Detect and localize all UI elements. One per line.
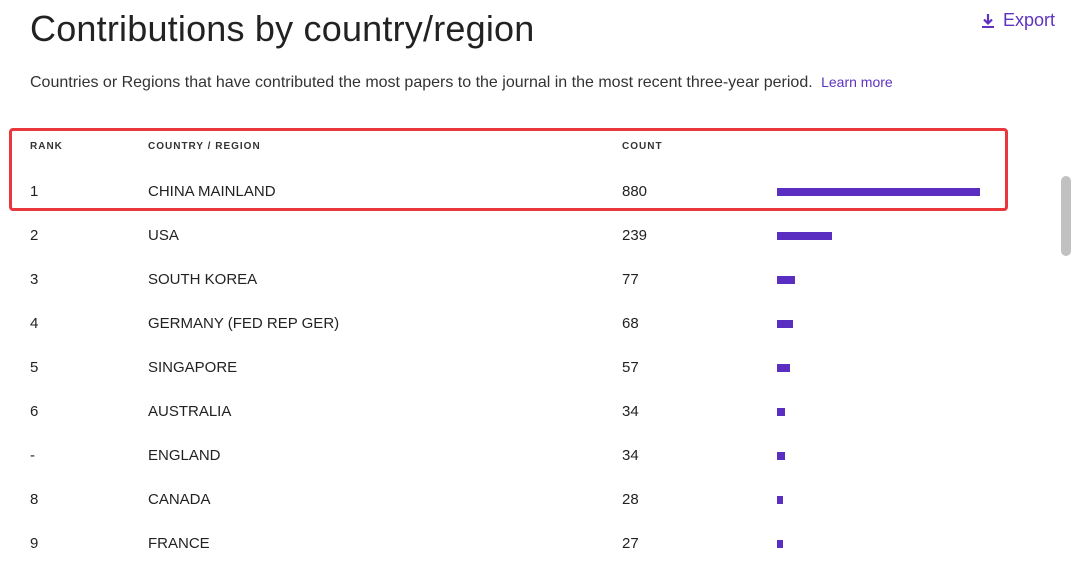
- download-icon: [981, 13, 995, 29]
- rank-cell: 9: [30, 535, 39, 552]
- count-bar: [777, 276, 795, 284]
- count-bar: [777, 188, 980, 196]
- table-row: 9 FRANCE 27: [10, 524, 1010, 568]
- count-cell: 34: [622, 447, 639, 464]
- count-bar: [777, 364, 790, 372]
- table-row: 8 CANADA 28: [10, 480, 1010, 524]
- rank-cell: 5: [30, 359, 39, 376]
- rank-cell: 1: [30, 183, 39, 200]
- table-row: 2 USA 239: [10, 216, 1010, 260]
- table-row: 4 GERMANY (FED REP GER) 68: [10, 304, 1010, 348]
- count-cell: 28: [622, 491, 639, 508]
- column-header-rank: RANK: [30, 141, 63, 152]
- column-header-country: COUNTRY / REGION: [148, 141, 261, 152]
- rank-cell: -: [30, 447, 35, 464]
- country-cell: CHINA MAINLAND: [148, 183, 276, 200]
- country-cell: GERMANY (FED REP GER): [148, 315, 340, 332]
- country-cell: AUSTRALIA: [148, 403, 232, 420]
- rank-cell: 8: [30, 491, 39, 508]
- table-row: 5 SINGAPORE 57: [10, 348, 1010, 392]
- count-cell: 34: [622, 403, 639, 420]
- rank-cell: 4: [30, 315, 39, 332]
- count-cell: 57: [622, 359, 639, 376]
- table-row: - ENGLAND 34: [10, 436, 1010, 480]
- description: Countries or Regions that have contribut…: [30, 74, 893, 92]
- description-text: Countries or Regions that have contribut…: [30, 74, 813, 91]
- count-cell: 68: [622, 315, 639, 332]
- export-label: Export: [1002, 10, 1055, 30]
- rank-cell: 3: [30, 271, 39, 288]
- page-title: Contributions by country/region: [30, 8, 535, 49]
- scrollbar[interactable]: [1059, 168, 1073, 258]
- export-button[interactable]: Export: [981, 10, 1055, 31]
- count-bar: [777, 408, 785, 416]
- count-bar: [777, 452, 785, 460]
- count-cell: 27: [622, 535, 639, 552]
- count-cell: 77: [622, 271, 639, 288]
- learn-more-link[interactable]: Learn more: [821, 74, 893, 90]
- country-cell: SINGAPORE: [148, 359, 238, 376]
- table-row: 6 AUSTRALIA 34: [10, 392, 1010, 436]
- highlight-box: [9, 128, 1008, 211]
- count-bar: [777, 540, 783, 548]
- count-cell: 239: [622, 227, 648, 244]
- country-cell: USA: [148, 227, 179, 244]
- table-row: 3 SOUTH KOREA 77: [10, 260, 1010, 304]
- country-cell: CANADA: [148, 491, 211, 508]
- rank-cell: 2: [30, 227, 39, 244]
- country-cell: SOUTH KOREA: [148, 271, 258, 288]
- rank-cell: 6: [30, 403, 39, 420]
- count-cell: 880: [622, 183, 648, 200]
- scrollbar-thumb[interactable]: [1061, 176, 1071, 256]
- count-bar: [777, 496, 783, 504]
- table-row: 1 CHINA MAINLAND 880: [10, 172, 1010, 216]
- country-cell: ENGLAND: [148, 447, 221, 464]
- count-bar: [777, 320, 793, 328]
- count-bar: [777, 232, 832, 240]
- country-cell: FRANCE: [148, 535, 210, 552]
- column-header-count: COUNT: [622, 141, 663, 152]
